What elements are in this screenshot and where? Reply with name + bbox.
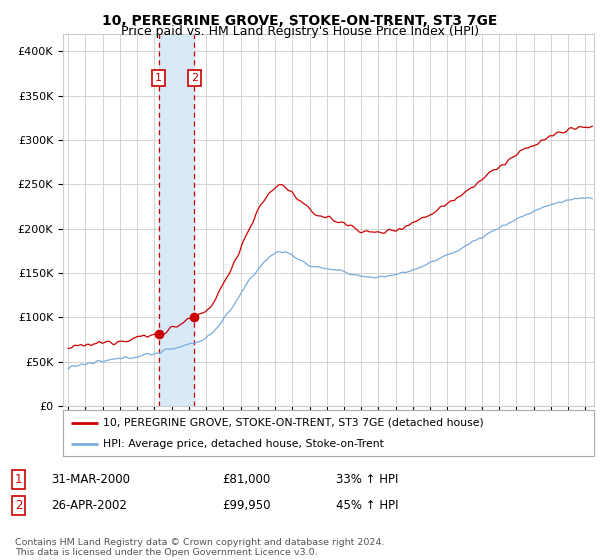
Text: 31-MAR-2000: 31-MAR-2000 [51, 473, 130, 487]
Text: 2: 2 [15, 498, 23, 512]
Text: 45% ↑ HPI: 45% ↑ HPI [336, 498, 398, 512]
Text: 10, PEREGRINE GROVE, STOKE-ON-TRENT, ST3 7GE: 10, PEREGRINE GROVE, STOKE-ON-TRENT, ST3… [103, 14, 497, 28]
Text: HPI: Average price, detached house, Stoke-on-Trent: HPI: Average price, detached house, Stok… [103, 439, 384, 449]
Bar [158, 34, 194, 406]
Text: 1: 1 [155, 73, 162, 83]
Text: £99,950: £99,950 [222, 498, 271, 512]
Text: Contains HM Land Registry data © Crown copyright and database right 2024.
This d: Contains HM Land Registry data © Crown c… [15, 538, 385, 557]
Text: 10, PEREGRINE GROVE, STOKE-ON-TRENT, ST3 7GE (detached house): 10, PEREGRINE GROVE, STOKE-ON-TRENT, ST3… [103, 418, 484, 428]
Text: 33% ↑ HPI: 33% ↑ HPI [336, 473, 398, 487]
Text: 2: 2 [191, 73, 198, 83]
Text: 26-APR-2002: 26-APR-2002 [51, 498, 127, 512]
Text: Price paid vs. HM Land Registry's House Price Index (HPI): Price paid vs. HM Land Registry's House … [121, 25, 479, 38]
Text: £81,000: £81,000 [222, 473, 270, 487]
Text: 1: 1 [15, 473, 23, 487]
